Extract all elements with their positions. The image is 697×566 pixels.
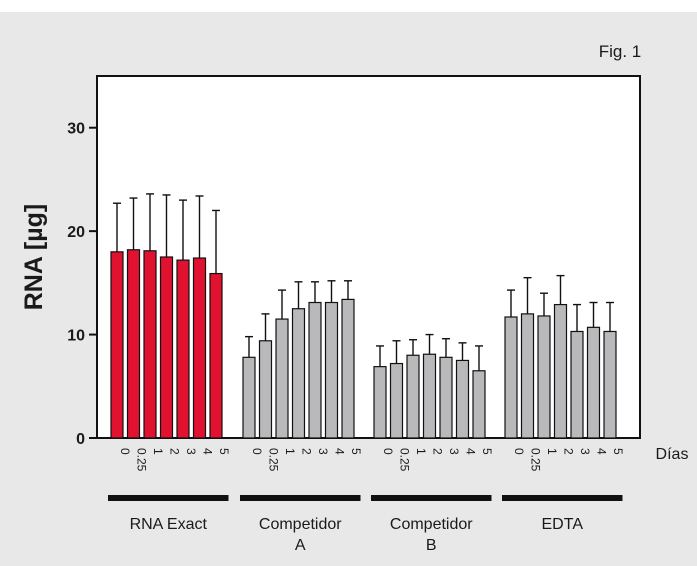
x-tick-label: 3 [578, 448, 592, 455]
group-underline [108, 495, 229, 501]
group-label: RNA Exact [130, 516, 208, 533]
x-tick-label: 0 [118, 448, 132, 455]
bar [258, 340, 273, 439]
y-axis-title: RNA [µg] [20, 204, 48, 311]
x-tick-label: 0 [381, 448, 395, 455]
x-tick-label: 5 [611, 448, 625, 455]
bar [389, 362, 404, 439]
bar [176, 259, 190, 439]
bar [341, 298, 355, 439]
x-tick-label: 0 [512, 448, 526, 455]
figure-label: Fig. 1 [599, 42, 642, 61]
group-label: Competidor A [259, 516, 342, 554]
bar [192, 257, 207, 439]
x-tick-label: 1 [151, 448, 165, 455]
bar [504, 316, 518, 439]
bar [472, 370, 486, 439]
x-tick-label: 1 [414, 448, 428, 455]
bar [603, 330, 617, 439]
y-tick-label: 10 [67, 328, 85, 345]
bar [126, 249, 141, 439]
x-tick-label: 4 [595, 448, 609, 455]
group-label-line: A [295, 537, 306, 554]
x-tick-label: 0.25 [529, 448, 543, 472]
bar [209, 272, 223, 439]
x-tick-label: 4 [333, 448, 347, 455]
x-tick-label: 0.25 [135, 448, 149, 472]
bar [324, 301, 339, 439]
group-label-line: Competidor [390, 516, 473, 533]
bar [422, 353, 437, 439]
x-tick-label: 5 [217, 448, 231, 455]
bar [159, 256, 174, 439]
x-tick-label: 3 [447, 448, 461, 455]
bar [586, 326, 601, 439]
y-tick-label: 20 [67, 224, 85, 241]
x-tick-label: 2 [300, 448, 314, 455]
group-label-line: RNA Exact [130, 516, 208, 533]
x-tick-label: 4 [201, 448, 215, 455]
group-label: Competidor B [390, 516, 473, 554]
x-tick-label: 3 [184, 448, 198, 455]
x-tick-label: 3 [316, 448, 330, 455]
x-tick-label: 2 [562, 448, 576, 455]
bar [537, 315, 551, 439]
x-tick-label: 4 [464, 448, 478, 455]
x-axis-title: Días [656, 446, 689, 463]
bar [570, 330, 584, 439]
x-tick-label: 5 [480, 448, 494, 455]
bar [373, 366, 387, 439]
bar [455, 359, 470, 439]
group-label-line: B [426, 537, 437, 554]
x-tick-label: 2 [168, 448, 182, 455]
bars-layer [110, 193, 617, 439]
bar [143, 250, 157, 439]
bar [242, 356, 256, 439]
x-tick-label: 2 [431, 448, 445, 455]
x-tick-label: 0.25 [267, 448, 281, 472]
group-label-line: EDTA [542, 516, 584, 533]
bar [291, 308, 306, 439]
x-tick-label: 1 [283, 448, 297, 455]
x-tick-label: 0 [250, 448, 264, 455]
x-tick-label: 1 [545, 448, 559, 455]
bar [439, 356, 453, 439]
group-underline [502, 495, 623, 501]
bar [553, 303, 568, 439]
top-strip [0, 0, 697, 12]
bar [308, 301, 322, 439]
x-tick-label: 5 [349, 448, 363, 455]
bar [406, 354, 420, 439]
group-underline [240, 495, 361, 501]
bar [275, 318, 289, 439]
bar [520, 313, 535, 439]
bar [110, 251, 124, 439]
y-tick-label: 0 [76, 431, 85, 448]
y-tick-label: 30 [67, 121, 85, 138]
group-underline [371, 495, 492, 501]
x-tick-label: 0.25 [398, 448, 412, 472]
group-label-line: Competidor [259, 516, 342, 533]
group-label: EDTA [542, 516, 584, 533]
